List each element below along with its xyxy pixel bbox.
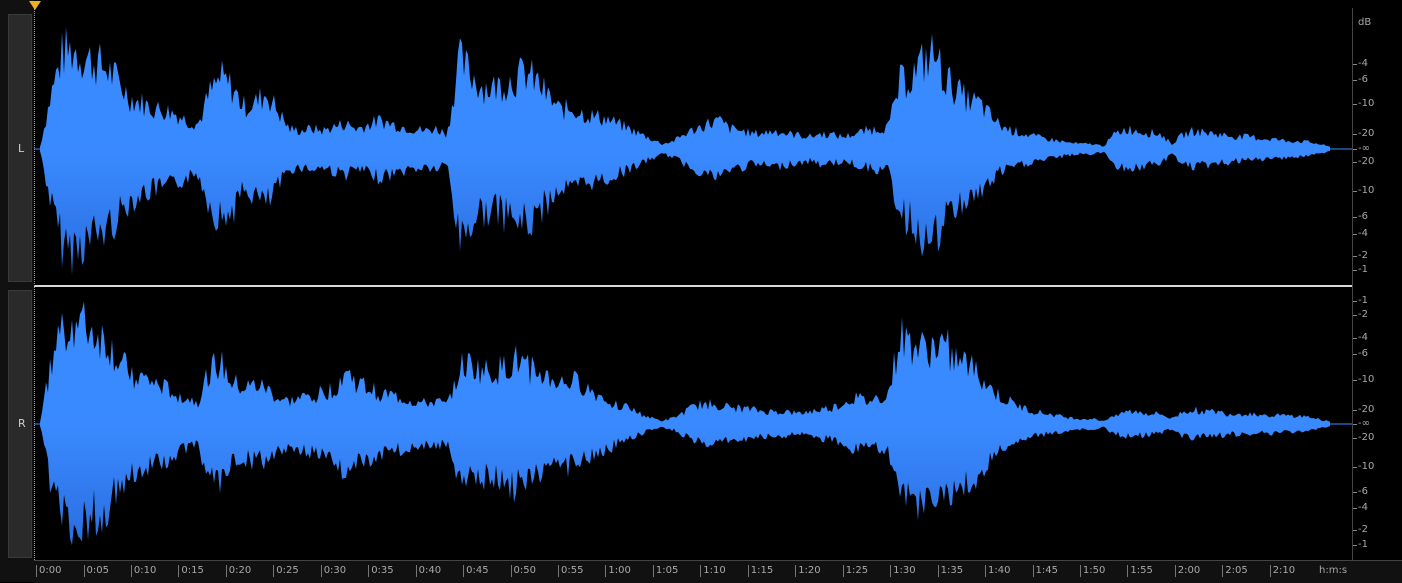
db-unit-label: dB bbox=[1358, 17, 1372, 28]
db-tick bbox=[1353, 256, 1357, 257]
time-tick-label: 1:50 bbox=[1079, 565, 1105, 577]
db-label: -6 bbox=[1358, 486, 1368, 497]
db-tick bbox=[1353, 467, 1357, 468]
db-label: -10 bbox=[1358, 374, 1375, 385]
db-scale: dB -4 -6 -10 -20 -∞ -20 -10 -6 -4 -2 -1 -1 -2 -4 -6 -10… bbox=[1352, 8, 1402, 560]
db-label: -20 bbox=[1358, 128, 1375, 139]
db-tick bbox=[1353, 354, 1357, 355]
time-tick-label: 1:05 bbox=[652, 565, 678, 577]
playhead-line[interactable] bbox=[34, 8, 35, 560]
time-tick-label: 0:40 bbox=[415, 565, 441, 577]
time-tick-label: 0:35 bbox=[368, 565, 394, 577]
time-tick-label: 2:10 bbox=[1269, 565, 1295, 577]
time-tick-label: 0:45 bbox=[463, 565, 489, 577]
time-tick-label: 1:00 bbox=[605, 565, 631, 577]
db-tick bbox=[1353, 217, 1357, 218]
db-label: -6 bbox=[1358, 211, 1368, 222]
time-tick-label: 0:30 bbox=[320, 565, 346, 577]
time-tick-label: 1:15 bbox=[747, 565, 773, 577]
db-tick bbox=[1353, 270, 1357, 271]
db-label: -∞ bbox=[1358, 418, 1370, 429]
db-label: -20 bbox=[1358, 432, 1375, 443]
db-tick bbox=[1353, 149, 1357, 150]
db-label: -10 bbox=[1358, 98, 1375, 109]
waveform-right bbox=[40, 301, 1330, 546]
db-tick bbox=[1353, 134, 1357, 135]
time-tick-label: 1:40 bbox=[985, 565, 1010, 577]
db-tick bbox=[1353, 492, 1357, 493]
time-units-label: h:m:s bbox=[1319, 565, 1348, 576]
time-tick-label: 1:25 bbox=[842, 565, 868, 577]
db-tick bbox=[1353, 424, 1357, 425]
channel-label-right: R bbox=[18, 417, 26, 430]
db-tick bbox=[1353, 234, 1357, 235]
waveform-view[interactable] bbox=[34, 8, 1352, 560]
db-label: -4 bbox=[1358, 332, 1368, 343]
db-label: -1 bbox=[1358, 264, 1368, 275]
playhead-marker-icon[interactable] bbox=[29, 1, 41, 10]
db-tick bbox=[1353, 438, 1357, 439]
time-tick-label: 0:55 bbox=[558, 565, 583, 577]
db-tick bbox=[1353, 315, 1357, 316]
time-tick-label: 0:05 bbox=[83, 565, 109, 577]
db-label: -2 bbox=[1358, 309, 1368, 320]
time-tick-label: 0:00 bbox=[36, 565, 61, 577]
db-label: -4 bbox=[1358, 58, 1368, 69]
db-label: -2 bbox=[1358, 250, 1368, 261]
db-label: -4 bbox=[1358, 502, 1368, 513]
time-tick-label: 1:55 bbox=[1127, 565, 1153, 577]
db-label: -4 bbox=[1358, 228, 1368, 239]
db-label: -1 bbox=[1358, 539, 1368, 550]
time-tick-label: 0:10 bbox=[130, 565, 156, 577]
db-tick bbox=[1353, 410, 1357, 411]
time-tick-label: 1:10 bbox=[700, 565, 726, 577]
time-tick-label: 1:45 bbox=[1032, 565, 1058, 577]
time-tick-label: 1:20 bbox=[795, 565, 821, 577]
db-tick bbox=[1353, 191, 1357, 192]
db-tick bbox=[1353, 508, 1357, 509]
db-tick bbox=[1353, 64, 1357, 65]
time-tick-label: 1:30 bbox=[890, 565, 916, 577]
db-tick bbox=[1353, 301, 1357, 302]
db-tick bbox=[1353, 162, 1357, 163]
db-tick bbox=[1353, 338, 1357, 339]
db-tick bbox=[1353, 104, 1357, 105]
db-label: -20 bbox=[1358, 404, 1375, 415]
db-label: -∞ bbox=[1358, 143, 1370, 154]
db-tick bbox=[1353, 80, 1357, 81]
channel-separator bbox=[34, 285, 1352, 287]
waveform-canvas[interactable] bbox=[34, 8, 1352, 560]
time-tick-label: 1:35 bbox=[937, 565, 963, 577]
time-ruler[interactable]: h:m:s 0:00 0:05 0:10 0:15 0:20 0:25 0:30 0:35 0:… bbox=[34, 560, 1402, 583]
db-label: -10 bbox=[1358, 461, 1375, 472]
db-label: -2 bbox=[1358, 524, 1368, 535]
time-tick-label: 2:00 bbox=[1174, 565, 1200, 577]
channel-tab-left[interactable] bbox=[8, 14, 32, 282]
db-label: -6 bbox=[1358, 74, 1368, 85]
channel-label-left: L bbox=[18, 142, 25, 155]
db-tick bbox=[1353, 530, 1357, 531]
time-tick-label: 0:50 bbox=[510, 565, 536, 577]
db-label: -6 bbox=[1358, 348, 1368, 359]
time-tick-label: 0:25 bbox=[273, 565, 299, 577]
db-label: -20 bbox=[1358, 156, 1375, 167]
db-label: -1 bbox=[1358, 295, 1368, 306]
db-tick bbox=[1353, 545, 1357, 546]
time-tick-label: 2:05 bbox=[1222, 565, 1248, 577]
waveform-left bbox=[40, 26, 1330, 275]
db-tick bbox=[1353, 380, 1357, 381]
time-tick-label: 0:20 bbox=[225, 565, 251, 577]
time-tick-label: 0:15 bbox=[178, 565, 204, 577]
channel-tab-right[interactable] bbox=[8, 290, 32, 558]
db-label: -10 bbox=[1358, 185, 1375, 196]
